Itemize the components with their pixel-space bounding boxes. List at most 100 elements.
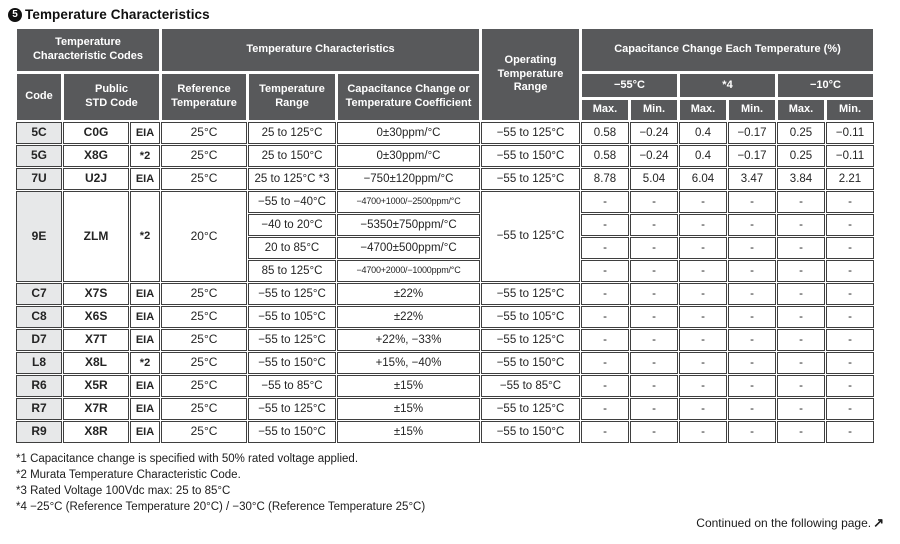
cell-value: - — [679, 214, 727, 236]
cell-value: - — [581, 191, 629, 213]
cell-reference-temperature: 25°C — [161, 375, 247, 397]
footnote-3: *3 Rated Voltage 100Vdc max: 25 to 85°C — [16, 485, 231, 497]
cell-value: - — [581, 375, 629, 397]
cell-code: R6 — [16, 375, 62, 397]
cell-operating-range: −55 to 150°C — [481, 145, 580, 167]
cell-value: - — [581, 237, 629, 259]
cell-public-std-code: ZLM — [63, 191, 129, 282]
cell-operating-range: −55 to 105°C — [481, 306, 580, 328]
cell-value: - — [777, 375, 825, 397]
cell-capacitance-change: 0±30ppm/°C — [337, 145, 480, 167]
cell-value: - — [679, 398, 727, 420]
cell-code: C8 — [16, 306, 62, 328]
cell-temperature-range: 25 to 125°C — [248, 122, 336, 144]
cell-value: - — [777, 237, 825, 259]
cell-value: - — [728, 398, 776, 420]
cell-temperature-range: −55 to 125°C — [248, 283, 336, 305]
cell-public-std-code: C0G — [63, 122, 129, 144]
cell-std-org: EIA — [130, 375, 160, 397]
table-row: D7 X7T EIA 25°C −55 to 125°C +22%, −33% … — [16, 329, 874, 351]
header-min: Min. — [728, 99, 776, 121]
cell-value: 3.84 — [777, 168, 825, 190]
cell-value: - — [777, 306, 825, 328]
cell-std-org: EIA — [130, 421, 160, 443]
page-title: Temperature Characteristics — [25, 7, 210, 22]
cell-value: - — [777, 214, 825, 236]
cell-value: - — [826, 352, 874, 374]
cell-value: 0.4 — [679, 122, 727, 144]
cell-value: 3.47 — [728, 168, 776, 190]
cell-value: - — [728, 329, 776, 351]
cell-capacitance-change: −5350±750ppm/°C — [337, 214, 480, 236]
cell-operating-range: −55 to 125°C — [481, 168, 580, 190]
header-min: Min. — [630, 99, 678, 121]
cell-std-org: EIA — [130, 306, 160, 328]
header-row-max-min: Max. Min. Max. Min. Max. Min. — [16, 99, 874, 121]
cell-operating-range: −55 to 150°C — [481, 421, 580, 443]
cell-std-org: *2 — [130, 352, 160, 374]
header-max: Max. — [581, 99, 629, 121]
cell-value: - — [826, 260, 874, 282]
cell-value: - — [630, 375, 678, 397]
footnote-4: *4 −25°C (Reference Temperature 20°C) / … — [16, 501, 426, 513]
table-row: R9 X8R EIA 25°C −55 to 150°C ±15% −55 to… — [16, 421, 874, 443]
cell-value: - — [777, 329, 825, 351]
cell-operating-range: −55 to 85°C — [481, 375, 580, 397]
cell-capacitance-change: ±15% — [337, 375, 480, 397]
header-temp-star-4: *4 — [679, 73, 776, 98]
continued-text: Continued on the following page. — [696, 516, 872, 530]
header-capacitance-change-or-coefficient: Capacitance Change or Temperature Coeffi… — [337, 73, 480, 121]
cell-value: - — [826, 375, 874, 397]
cell-public-std-code: X8R — [63, 421, 129, 443]
cell-code: D7 — [16, 329, 62, 351]
cell-temperature-range: −55 to 125°C — [248, 329, 336, 351]
cell-capacitance-change: −4700+2000/−1000ppm/°C — [337, 260, 480, 282]
cell-value: - — [679, 237, 727, 259]
header-public-std-code: Public STD Code — [63, 73, 160, 121]
cell-reference-temperature: 25°C — [161, 329, 247, 351]
cell-operating-range: −55 to 125°C — [481, 122, 580, 144]
cell-public-std-code: U2J — [63, 168, 129, 190]
cell-std-org: EIA — [130, 329, 160, 351]
cell-value: - — [679, 352, 727, 374]
cell-capacitance-change: ±15% — [337, 398, 480, 420]
header-temp-minus-55: −55°C — [581, 73, 678, 98]
cell-temperature-range: −55 to −40°C — [248, 191, 336, 213]
cell-reference-temperature: 25°C — [161, 283, 247, 305]
table-row: R7 X7R EIA 25°C −55 to 125°C ±15% −55 to… — [16, 398, 874, 420]
cell-operating-range: −55 to 125°C — [481, 283, 580, 305]
cell-temperature-range: −40 to 20°C — [248, 214, 336, 236]
section-header: 5 Temperature Characteristics — [8, 7, 900, 22]
cell-reference-temperature: 20°C — [161, 191, 247, 282]
cell-value: - — [630, 306, 678, 328]
cell-value: −0.11 — [826, 122, 874, 144]
cell-temperature-range: −55 to 105°C — [248, 306, 336, 328]
cell-operating-range: −55 to 150°C — [481, 352, 580, 374]
cell-value: - — [826, 306, 874, 328]
cell-value: - — [777, 352, 825, 374]
cell-value: - — [630, 398, 678, 420]
cell-std-org: EIA — [130, 122, 160, 144]
table-row-9e-sub: 9E ZLM *2 20°C −55 to −40°C −4700+1000/−… — [16, 191, 874, 282]
cell-value: - — [777, 191, 825, 213]
cell-std-org: *2 — [130, 191, 160, 282]
cell-value: - — [728, 283, 776, 305]
header-min: Min. — [826, 99, 874, 121]
cell-value: - — [728, 191, 776, 213]
cell-value: - — [826, 214, 874, 236]
cell-value: - — [679, 260, 727, 282]
cell-value: - — [581, 329, 629, 351]
header-capacitance-change-each-temperature: Capacitance Change Each Temperature (%) — [581, 28, 874, 72]
cell-capacitance-change: ±15% — [337, 421, 480, 443]
header-max: Max. — [679, 99, 727, 121]
cell-value: - — [679, 283, 727, 305]
cell-public-std-code: X8G — [63, 145, 129, 167]
cell-std-org: EIA — [130, 168, 160, 190]
header-temperature-range: Temperature Range — [248, 73, 336, 121]
cell-value: −0.17 — [728, 145, 776, 167]
cell-temperature-range: −55 to 85°C — [248, 375, 336, 397]
cell-value: - — [581, 352, 629, 374]
cell-capacitance-change: 0±30ppm/°C — [337, 122, 480, 144]
table-row: R6 X5R EIA 25°C −55 to 85°C ±15% −55 to … — [16, 375, 874, 397]
cell-capacitance-change: −4700+1000/−2500ppm/°C — [337, 191, 480, 213]
